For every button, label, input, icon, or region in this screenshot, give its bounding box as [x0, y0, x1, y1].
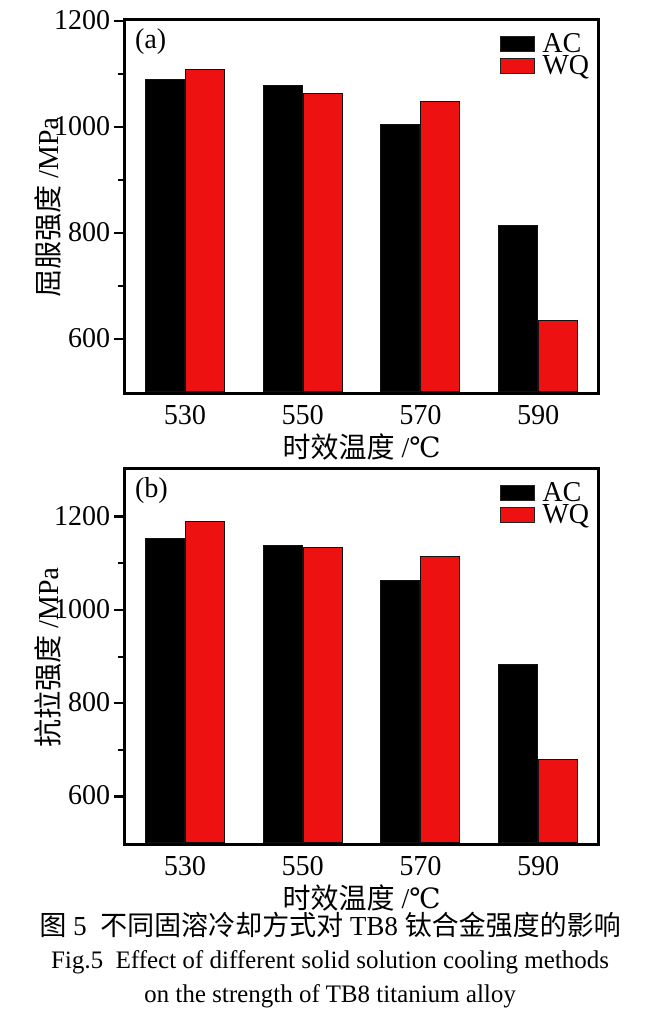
- y-axis-minor-tick: [118, 73, 123, 75]
- bar-ac-550: [262, 544, 303, 843]
- legend-item-ac: AC: [500, 477, 589, 508]
- figure-caption: 图 5 不同固溶冷却方式对 TB8 钛合金强度的影响 Fig.5 Effect …: [0, 908, 660, 1012]
- y-axis-tick-label: 800: [68, 217, 110, 248]
- x-axis-tick-label: 570: [399, 851, 442, 882]
- x-axis-tick-label: 590: [517, 851, 560, 882]
- y-axis-tick-label: 600: [68, 780, 110, 812]
- legend-label-wq: WQ: [542, 499, 589, 530]
- y-axis-minor-tick: [118, 655, 123, 658]
- y-axis-minor-tick: [118, 285, 123, 287]
- bar-wq-530: [184, 521, 225, 843]
- y-axis-major-tick: [114, 701, 123, 705]
- bar-wq-570: [420, 556, 461, 843]
- bar-ac-570: [380, 579, 421, 843]
- y-axis-minor-tick: [118, 748, 123, 751]
- y-axis-tick-label: 800: [68, 687, 110, 719]
- y-axis-major-tick: [114, 125, 123, 129]
- y-axis-title: 屈服强度 /MPa: [34, 116, 65, 297]
- legend-swatch-wq: [500, 57, 536, 74]
- legend: AC WQ: [500, 28, 589, 81]
- y-axis-major-tick: [114, 795, 123, 798]
- y-axis-major-tick: [114, 231, 123, 235]
- y-axis-tick-label: 1000: [54, 593, 110, 625]
- bar-ac-590: [498, 663, 539, 843]
- y-axis-minor-tick: [118, 562, 123, 565]
- bar-ac-570: [380, 124, 421, 392]
- x-axis-title: 时效温度 /℃: [282, 884, 441, 915]
- bar-ac-550: [262, 84, 303, 392]
- y-axis-minor-tick: [118, 179, 123, 181]
- legend-swatch-ac: [500, 484, 536, 501]
- bar-ac-530: [144, 537, 185, 843]
- panel-label: (a): [135, 24, 167, 55]
- y-axis-tick-label: 600: [68, 323, 110, 354]
- legend-label-ac: AC: [542, 28, 582, 59]
- x-axis-tick-label: 530: [163, 851, 206, 882]
- y-axis-tick-label: 1000: [54, 111, 110, 142]
- panel-label: (b): [135, 473, 168, 504]
- x-axis-title: 时效温度 /℃: [282, 433, 441, 464]
- plot-area-b: (b) AC WQ: [123, 467, 600, 846]
- bar-wq-590: [538, 759, 579, 843]
- y-axis-title: 抗拉强度 /MPa: [34, 566, 65, 747]
- legend-label-wq: WQ: [542, 50, 589, 81]
- bar-wq-570: [420, 100, 461, 392]
- caption-english-line2: on the strength of TB8 titanium alloy: [144, 981, 516, 1008]
- legend-swatch-ac: [500, 35, 536, 52]
- caption-english-line1: Fig.5 Effect of different solid solution…: [50, 947, 610, 974]
- x-axis-tick-label: 550: [281, 400, 324, 431]
- bar-wq-550: [302, 546, 343, 843]
- y-axis-tick-label: 1200: [54, 500, 110, 532]
- plot-area-a: (a) AC WQ: [123, 18, 600, 395]
- y-axis-major-tick: [114, 337, 123, 341]
- bar-wq-590: [538, 320, 579, 392]
- legend: AC WQ: [500, 477, 589, 530]
- caption-chinese: 图 5 不同固溶冷却方式对 TB8 钛合金强度的影响: [39, 911, 621, 941]
- x-axis-tick-label: 530: [163, 400, 206, 431]
- legend-item-ac: AC: [500, 28, 589, 59]
- y-axis-major-tick: [114, 19, 123, 23]
- x-axis-tick-label: 590: [517, 400, 560, 431]
- y-axis-major-tick: [114, 608, 123, 612]
- legend-item-wq: WQ: [500, 50, 589, 81]
- x-axis-tick-label: 570: [399, 400, 442, 431]
- legend-swatch-wq: [500, 506, 536, 523]
- y-axis-major-tick: [114, 515, 123, 518]
- legend-label-ac: AC: [542, 477, 582, 508]
- bar-wq-530: [184, 68, 225, 392]
- y-axis-tick-label: 1200: [54, 5, 110, 36]
- legend-item-wq: WQ: [500, 499, 589, 530]
- bar-ac-530: [144, 79, 185, 392]
- bar-ac-590: [498, 225, 539, 392]
- x-axis-tick-label: 550: [281, 851, 324, 882]
- bar-wq-550: [302, 92, 343, 392]
